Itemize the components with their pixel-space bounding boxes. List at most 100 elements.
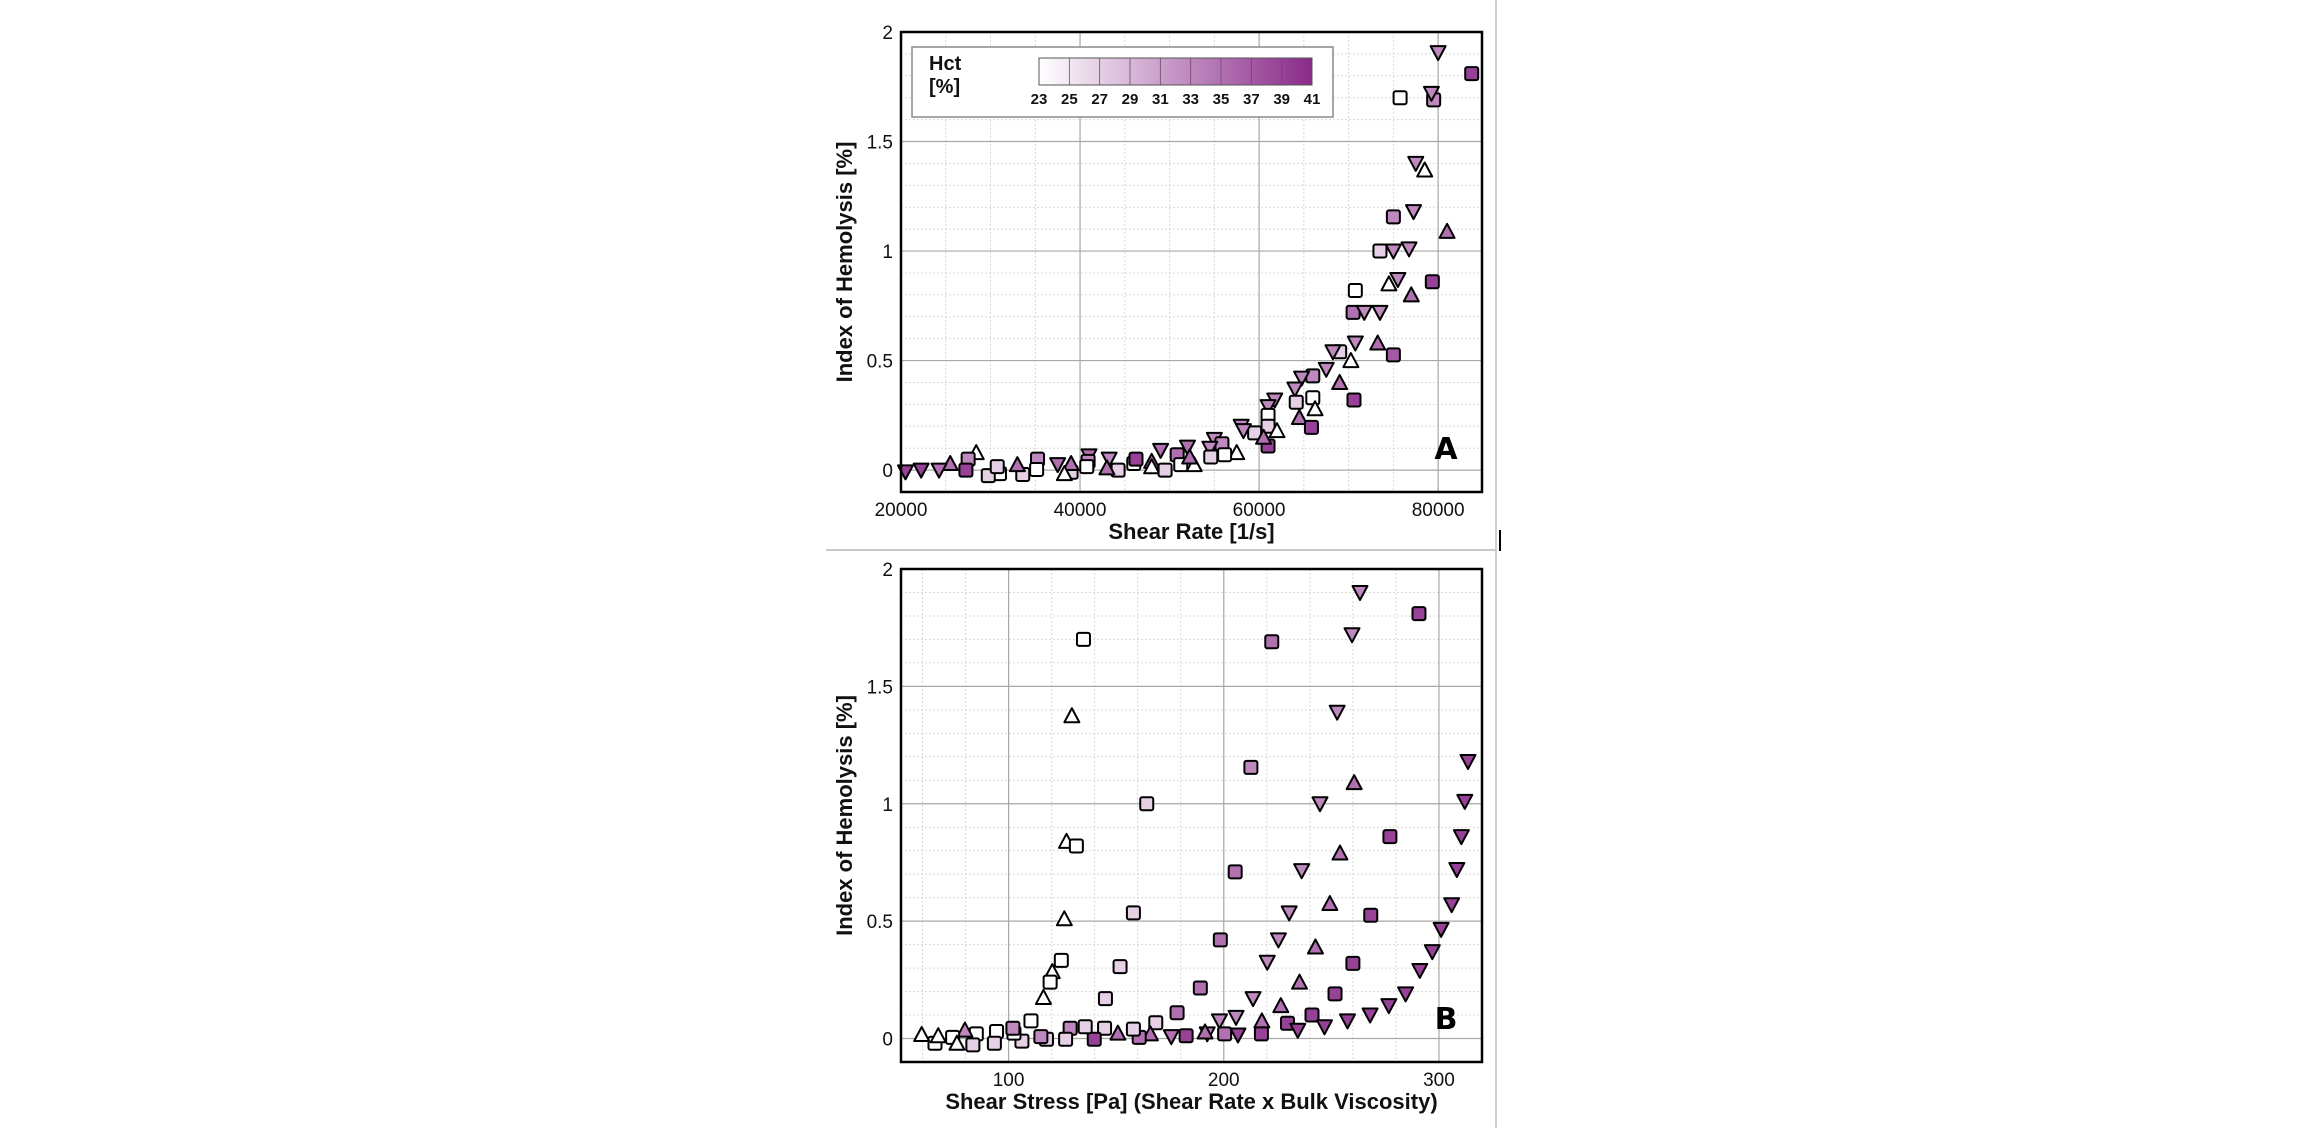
data-point-triangle-up (1008, 456, 1026, 473)
data-point-triangle-down (1234, 423, 1252, 440)
x-axis-label: Shear Stress [Pa] (Shear Rate x Bulk Vis… (945, 1089, 1437, 1114)
data-point-square (1079, 459, 1095, 475)
data-point-triangle-down (1389, 272, 1407, 289)
data-point-triangle-down (1397, 986, 1415, 1003)
data-point-square (1424, 274, 1440, 290)
data-point-triangle-down (1324, 344, 1342, 361)
colorbar-tick-label: 35 (1213, 91, 1230, 108)
data-point-triangle-down (930, 462, 948, 479)
data-point-triangle-down (1429, 45, 1447, 62)
data-point-square (965, 1037, 981, 1053)
y-tick-label: 1.5 (867, 133, 893, 154)
data-point-square (958, 462, 974, 478)
data-point-square (1411, 606, 1427, 622)
y-tick-label: 0 (882, 461, 893, 482)
data-point-square (1217, 447, 1233, 463)
data-point-square (1128, 451, 1144, 467)
colorbar-tick-label: 31 (1152, 91, 1169, 108)
hct-colorbar-legend: Hct [%] 23 25 27 29 31 33 35 37 39 41 (911, 46, 1334, 118)
data-point-square (1029, 461, 1045, 477)
data-point-triangle-up (1034, 988, 1052, 1005)
data-point-triangle-up (1143, 458, 1161, 475)
data-point-square (1363, 907, 1379, 923)
colorbar-tick-label: 39 (1273, 91, 1290, 108)
data-point-triangle-down (1400, 241, 1418, 258)
data-point-triangle-down (1411, 962, 1429, 979)
data-point-triangle-up (1438, 222, 1456, 239)
x-tick-label: 80000 (1412, 500, 1465, 521)
data-point-square (1075, 631, 1091, 647)
y-tick-label: 1.5 (867, 677, 893, 698)
data-point-triangle-up (1255, 428, 1273, 445)
data-point-triangle-down (1384, 243, 1402, 260)
data-point-triangle-down (1210, 1013, 1228, 1030)
data-point-triangle-down (1456, 793, 1474, 810)
data-point-square (1212, 932, 1228, 948)
data-point-triangle-down (1229, 1027, 1247, 1044)
data-point-square (1097, 991, 1113, 1007)
data-point-triangle-down (1152, 442, 1170, 459)
data-point-triangle-down (1244, 991, 1262, 1008)
data-point-triangle-down (1443, 897, 1461, 914)
data-point-square (1345, 955, 1361, 971)
data-point-triangle-up (1331, 844, 1349, 861)
data-point-triangle-up (1342, 352, 1360, 369)
data-point-triangle-up (1063, 707, 1081, 724)
colorbar-tick-label: 25 (1061, 91, 1078, 108)
data-point-square (1125, 905, 1141, 921)
x-tick-label: 40000 (1054, 500, 1107, 521)
data-point-triangle-down (1351, 584, 1369, 601)
y-tick-label: 2 (882, 560, 893, 581)
data-point-square (1217, 1026, 1233, 1042)
x-axis-label: Shear Rate [1/s] (1108, 519, 1274, 544)
data-point-triangle-down (1201, 440, 1219, 457)
data-point-triangle-up (948, 1034, 966, 1051)
colorbar-gradient (1038, 57, 1313, 86)
data-point-triangle-down (1317, 361, 1335, 378)
data-point-square (1347, 282, 1363, 298)
data-point-triangle-down (1380, 998, 1398, 1015)
data-point-triangle-up (1196, 1023, 1214, 1040)
data-point-square (1392, 90, 1408, 106)
data-point-square (1077, 1019, 1093, 1035)
data-point-square (1178, 1028, 1194, 1044)
data-point-triangle-down (1178, 439, 1196, 456)
data-point-triangle-down (1339, 1013, 1357, 1030)
data-point-triangle-down (912, 462, 930, 479)
data-point-triangle-down (1328, 704, 1346, 721)
data-point-triangle-up (1062, 455, 1080, 472)
plot-frame (899, 30, 1484, 494)
y-tick-label: 2 (882, 23, 893, 44)
y-tick-label: 0.5 (867, 912, 893, 933)
data-point-square (1253, 1026, 1269, 1042)
data-point-square (1372, 243, 1388, 259)
chart-b: 100 200 300 0 0.5 1 1.5 2 Shear Stress [Pa] (She… (832, 560, 1484, 1114)
data-point-square (1148, 1015, 1164, 1031)
data-point-triangle-up (1291, 973, 1309, 990)
data-point-square (1097, 1020, 1113, 1036)
data-point-triangle-up (1181, 448, 1199, 465)
colorbar-tick-label: 23 (1031, 91, 1048, 108)
data-point-square (1033, 1029, 1049, 1045)
data-point-triangle-down (1405, 204, 1423, 221)
data-point-square (1264, 634, 1280, 650)
data-point-square (1058, 1031, 1074, 1047)
data-point-triangle-up (1055, 910, 1073, 927)
data-point-square (1125, 1021, 1141, 1037)
legend-title-line2: [%] (929, 76, 960, 98)
x-tick-label: 100 (993, 1070, 1025, 1091)
data-point-triangle-up (1402, 286, 1420, 303)
data-point-triangle-up (1369, 334, 1387, 351)
panel-label: B (1435, 1002, 1458, 1037)
data-point-triangle-up (1268, 422, 1286, 439)
data-point-triangle-up (1055, 465, 1073, 482)
data-point-triangle-down (1269, 932, 1287, 949)
x-tick-label: 20000 (875, 500, 928, 521)
data-point-square (1385, 347, 1401, 363)
data-point-triangle-down (1280, 905, 1298, 922)
data-point-square (1053, 952, 1069, 968)
data-point-square (1305, 390, 1321, 406)
data-point-square (1086, 1031, 1102, 1047)
data-point-triangle-up (1272, 997, 1290, 1014)
